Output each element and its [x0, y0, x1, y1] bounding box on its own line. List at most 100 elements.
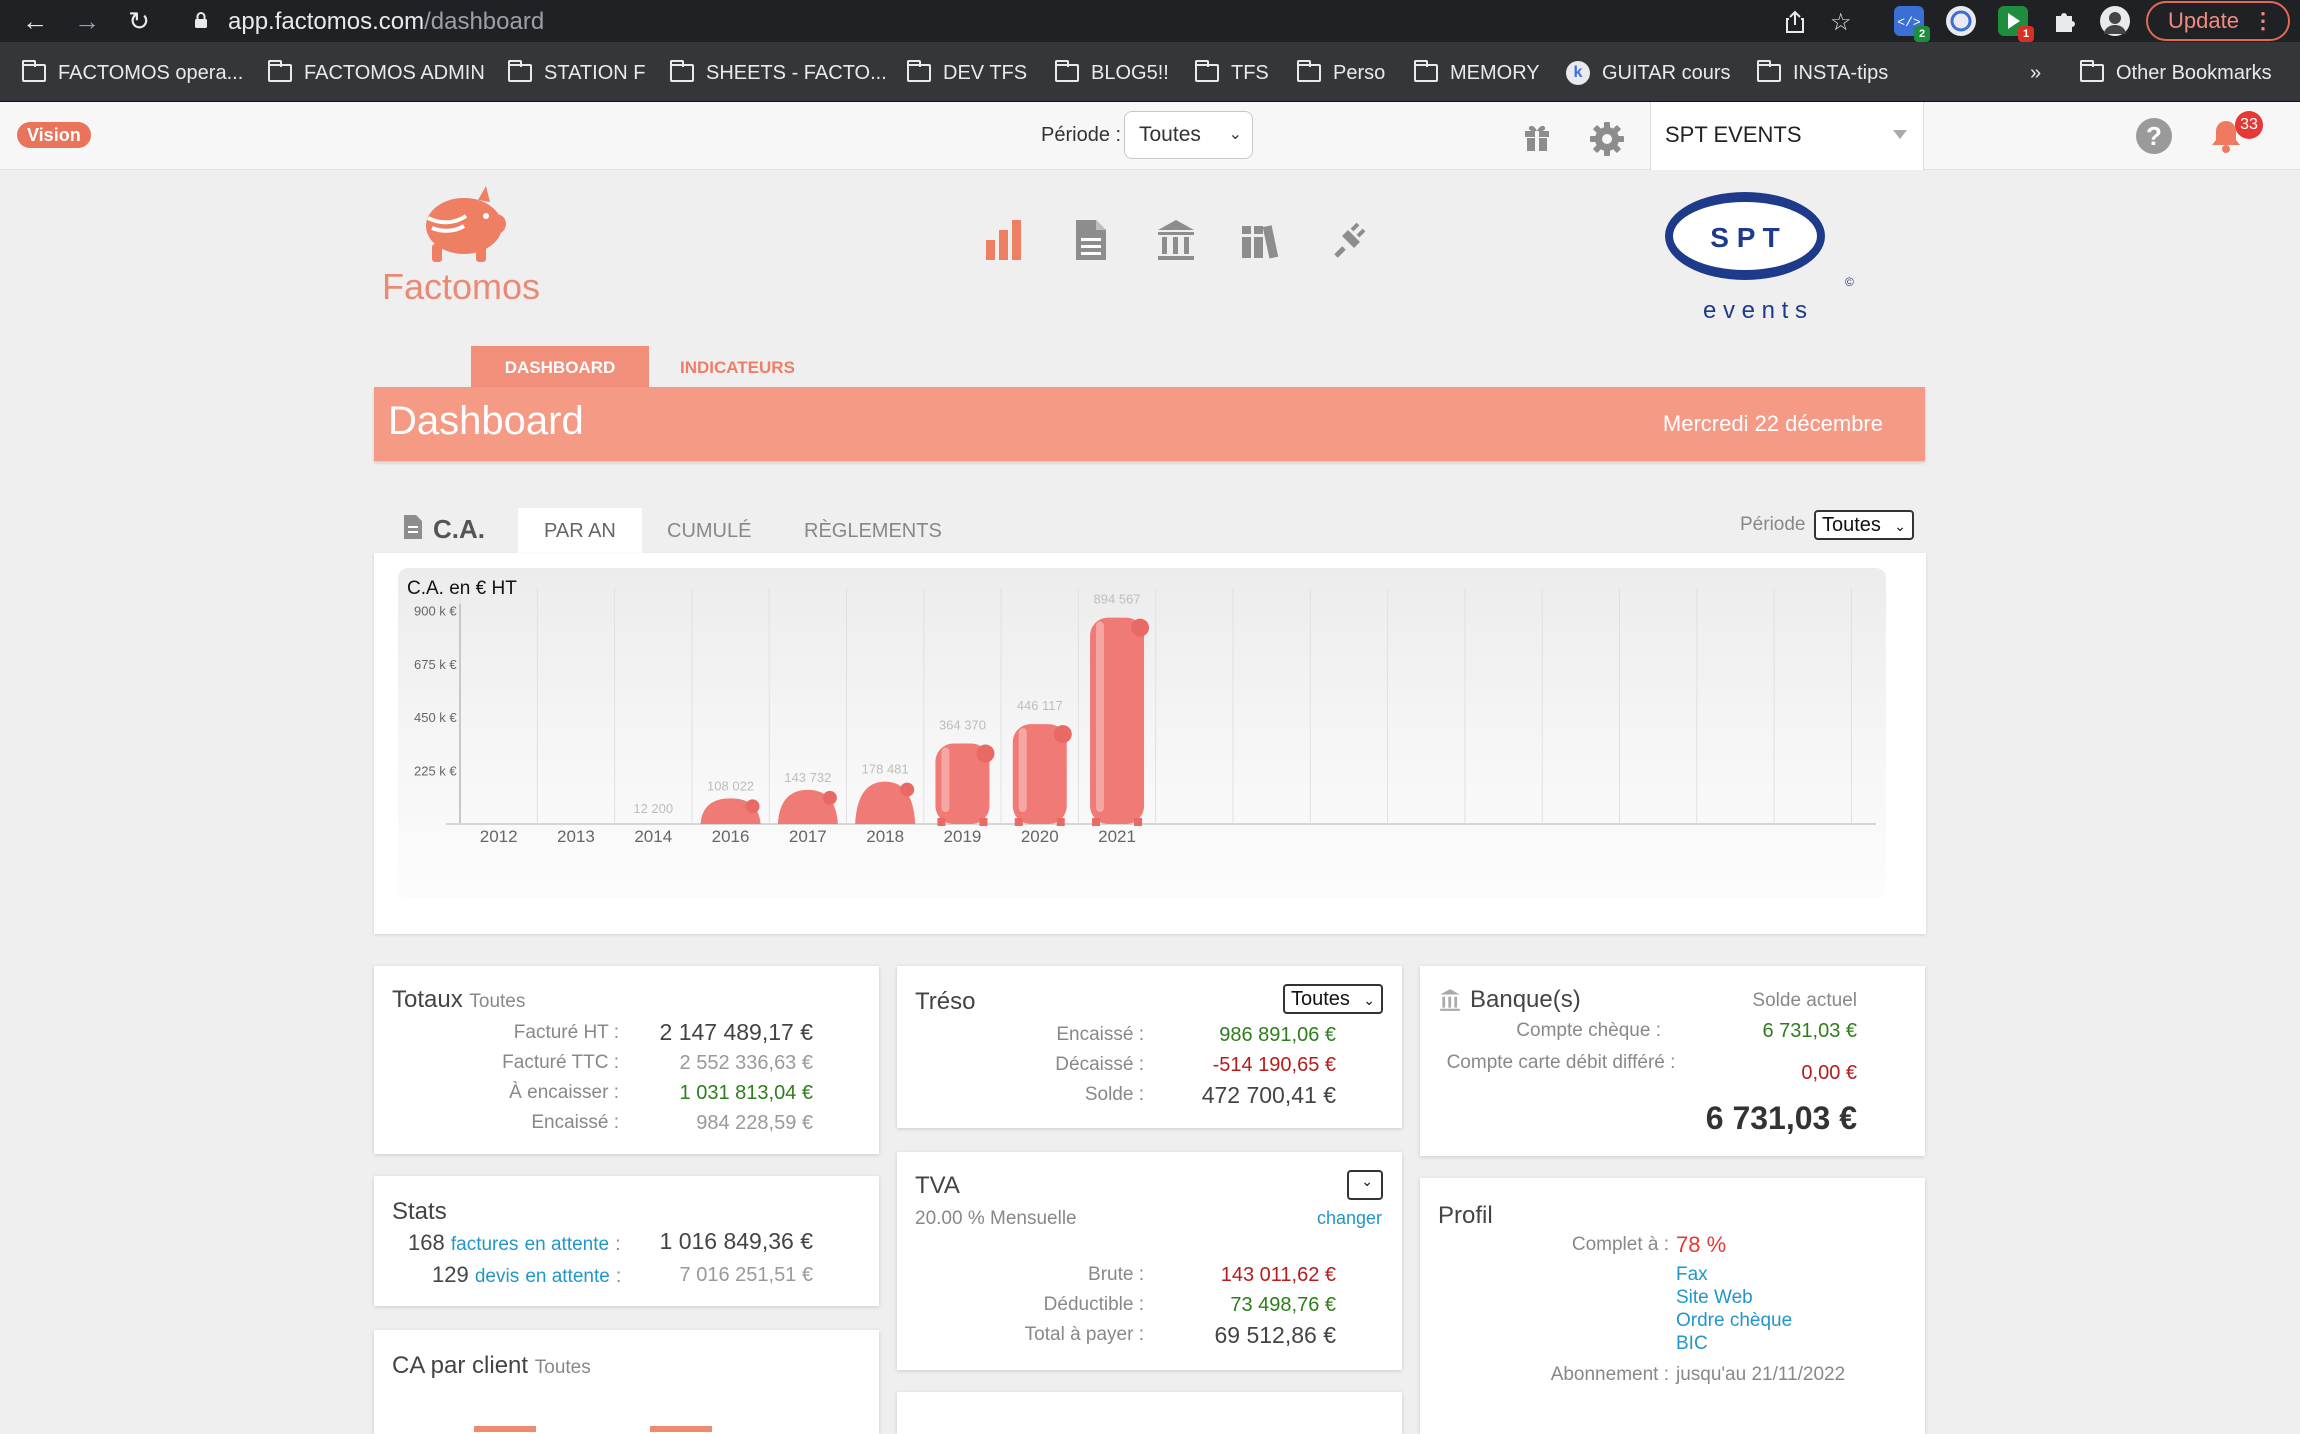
tab-cumule[interactable]: CUMULÉ: [667, 520, 752, 542]
legend-swatch: [474, 1426, 536, 1432]
star-icon[interactable]: ☆: [1830, 9, 1852, 36]
en-attente-link[interactable]: en attente: [524, 1234, 610, 1255]
vision-badge[interactable]: Vision: [17, 122, 91, 148]
treso-value: 986 891,06 €: [1219, 1024, 1336, 1046]
pig-snout: [745, 799, 760, 814]
bookmark-item[interactable]: STATION F: [508, 58, 645, 88]
data-label: 894 567: [1094, 592, 1141, 607]
pig-snout: [1053, 725, 1072, 744]
treso-label: Solde :: [1084, 1084, 1144, 1105]
company-select[interactable]: SPT EVENTS: [1650, 102, 1924, 170]
x-tick-label: 2014: [634, 827, 672, 846]
update-button[interactable]: Update ⋮: [2146, 1, 2290, 41]
spt-letters: S P T: [1710, 222, 1780, 253]
folder-icon: [670, 60, 694, 82]
totaux-card: Totaux Toutes Facturé HT : 2 147 489,17 …: [374, 966, 879, 1154]
other-bookmarks[interactable]: Other Bookmarks: [2080, 58, 2272, 88]
devis-link[interactable]: devis: [474, 1266, 520, 1287]
back-icon[interactable]: ←: [22, 6, 48, 36]
folder-icon: [1414, 60, 1438, 82]
tva-value: 69 512,86 €: [1214, 1322, 1336, 1348]
gift-icon[interactable]: [1524, 122, 1550, 152]
notifications-badge: 33: [2235, 111, 2263, 139]
chart-bars-icon[interactable]: [984, 218, 1024, 262]
factomos-pig-logo[interactable]: [408, 178, 518, 268]
pig-leg: [1056, 818, 1065, 826]
forward-icon[interactable]: →: [74, 6, 100, 36]
share-icon[interactable]: [1784, 10, 1806, 34]
data-label: 108 022: [707, 778, 754, 793]
treso-title: Tréso: [915, 988, 976, 1015]
profile-avatar[interactable]: [2100, 6, 2130, 36]
missing-fax-link[interactable]: Fax: [1676, 1264, 1708, 1285]
pig-leg: [1092, 818, 1101, 826]
folder-icon: [508, 60, 532, 82]
bar-highlight: [1018, 728, 1027, 812]
pig-leg: [1134, 818, 1143, 826]
chevron-down-icon: ⌄: [1361, 1173, 1373, 1189]
folder-icon: [1297, 60, 1321, 82]
stats-card: Stats 168 factures en attente : 1 016 84…: [374, 1176, 879, 1306]
extension-code-icon[interactable]: </> 2: [1894, 6, 1930, 42]
bookmark-item[interactable]: k GUITAR cours: [1566, 58, 1731, 88]
bookmark-item[interactable]: Perso: [1297, 58, 1385, 88]
treso-value: 472 700,41 €: [1201, 1082, 1336, 1108]
bookmark-item[interactable]: INSTA-tips: [1757, 58, 1888, 88]
bookmark-item[interactable]: FACTOMOS ADMIN: [268, 58, 485, 88]
account-label: Compte chèque :: [1516, 1020, 1661, 1041]
document-icon: [404, 515, 422, 539]
treso-select[interactable]: Toutes ⌄: [1283, 984, 1383, 1014]
library-icon[interactable]: [1240, 218, 1280, 262]
missing-ordre-cheque-link[interactable]: Ordre chèque: [1676, 1310, 1793, 1331]
ca-periode-select[interactable]: Toutes ⌄: [1814, 510, 1914, 540]
bar-highlight: [1096, 621, 1105, 812]
bookmark-item[interactable]: BLOG5!!: [1055, 58, 1169, 88]
pig-leg: [1014, 818, 1023, 826]
missing-siteweb-link[interactable]: Site Web: [1676, 1287, 1753, 1308]
bookmark-item[interactable]: SHEETS - FACTO...: [670, 58, 887, 88]
gear-icon[interactable]: [1588, 120, 1626, 158]
data-label: 143 732: [784, 770, 831, 785]
changer-link[interactable]: changer: [1316, 1208, 1382, 1228]
tab-indicateurs[interactable]: INDICATEURS: [680, 358, 795, 377]
x-tick-label: 2019: [944, 827, 982, 846]
help-icon[interactable]: ?: [2136, 118, 2172, 154]
account-label: Compte carte débit différé :: [1446, 1052, 1676, 1073]
periode-select[interactable]: Toutes ⌄: [1124, 111, 1253, 159]
extension-globe-icon[interactable]: [1946, 6, 1976, 36]
tab-reglements[interactable]: RÈGLEMENTS: [804, 520, 942, 542]
document-icon[interactable]: [1070, 218, 1110, 262]
tva-select[interactable]: ⌄: [1347, 1170, 1383, 1200]
pig-leg: [979, 818, 988, 826]
folder-icon: [1055, 60, 1079, 82]
missing-bic-link[interactable]: BIC: [1676, 1333, 1708, 1354]
reload-icon[interactable]: ↻: [128, 6, 150, 36]
chevron-down-icon: ⌄: [1228, 126, 1242, 143]
tva-title: TVA: [915, 1172, 960, 1199]
factures-link[interactable]: factures: [450, 1234, 519, 1255]
bookmark-item[interactable]: FACTOMOS opera...: [22, 58, 243, 88]
bookmarks-overflow-button[interactable]: »: [2030, 61, 2042, 84]
totaux-value: 984 228,59 €: [696, 1112, 813, 1134]
bookmark-item[interactable]: TFS: [1195, 58, 1269, 88]
spt-events-text: e v e n t s: [1703, 297, 1807, 324]
tab-par-an[interactable]: PAR AN: [518, 508, 642, 554]
stats-value: 7 016 251,51 €: [679, 1264, 813, 1286]
bank-icon[interactable]: [1156, 218, 1196, 262]
extension-play-icon[interactable]: 1: [1998, 6, 2034, 42]
bank-total: 6 731,03 €: [1705, 1100, 1857, 1136]
address-bar[interactable]: app.factomos.com/dashboard ☆: [176, 2, 1872, 40]
plug-icon[interactable]: [1328, 218, 1368, 262]
treso-card: Tréso Toutes ⌄ Encaissé : 986 891,06 € Dé…: [897, 966, 1402, 1128]
puzzle-icon[interactable]: [2050, 6, 2080, 36]
chevron-down-icon: ⌄: [1894, 518, 1906, 534]
tva-next-card: [897, 1392, 1402, 1434]
data-label: 446 117: [1017, 698, 1063, 713]
tva-label: Déductible :: [1043, 1294, 1144, 1315]
bell-icon[interactable]: [2208, 118, 2244, 154]
bookmark-item[interactable]: DEV TFS: [907, 58, 1027, 88]
x-tick-label: 2016: [712, 827, 750, 846]
bookmark-item[interactable]: MEMORY: [1414, 58, 1540, 88]
en-attente-link[interactable]: en attente: [525, 1266, 610, 1287]
tab-dashboard[interactable]: DASHBOARD: [471, 346, 649, 388]
